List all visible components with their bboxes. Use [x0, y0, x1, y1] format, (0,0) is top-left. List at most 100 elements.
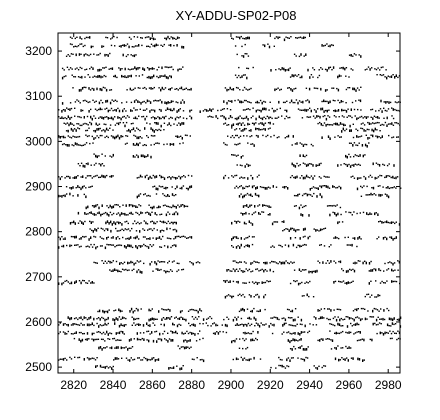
data-point [159, 338, 161, 340]
data-point [256, 282, 259, 285]
data-point [338, 280, 340, 283]
data-point [245, 115, 248, 119]
data-point [185, 87, 187, 89]
data-point [357, 108, 359, 111]
data-point [253, 316, 255, 320]
data-point [163, 88, 165, 91]
data-point [83, 86, 85, 88]
data-point [82, 45, 84, 48]
data-point [192, 332, 194, 335]
data-point [345, 102, 347, 104]
data-point [327, 135, 330, 138]
data-point [394, 269, 396, 271]
data-point [130, 68, 133, 70]
data-point [226, 316, 228, 318]
data-point [191, 358, 194, 360]
data-point [184, 236, 186, 238]
data-point [73, 46, 75, 48]
data-point [267, 134, 269, 137]
data-point [254, 192, 257, 196]
data-point [58, 282, 60, 285]
data-point [259, 213, 261, 215]
data-point [281, 333, 283, 335]
data-point [317, 76, 319, 79]
data-point [256, 310, 258, 312]
data-point [70, 317, 73, 320]
data-point [106, 99, 109, 103]
data-point [239, 338, 241, 340]
data-point [196, 318, 198, 320]
data-point [382, 333, 385, 336]
data-point [360, 86, 362, 88]
data-point [237, 280, 239, 284]
data-point [253, 144, 255, 147]
data-point [332, 44, 334, 47]
data-point [150, 228, 152, 230]
data-point [373, 193, 375, 195]
data-point [317, 108, 319, 110]
data-point [388, 101, 390, 104]
data-point [131, 129, 133, 131]
data-point [80, 245, 82, 248]
data-point [359, 164, 361, 166]
data-point [114, 124, 117, 126]
data-point [199, 330, 201, 332]
data-point [294, 237, 297, 239]
data-point [338, 237, 340, 240]
data-point [335, 347, 337, 350]
data-point [351, 164, 353, 166]
data-row [89, 227, 327, 233]
data-point [178, 117, 180, 119]
data-point [355, 100, 357, 102]
data-point [284, 69, 287, 72]
data-point [65, 75, 67, 77]
data-point [270, 246, 272, 248]
data-point [189, 185, 191, 189]
data-point [135, 307, 138, 310]
data-point [312, 324, 314, 326]
data-point [77, 123, 80, 125]
data-point [101, 76, 104, 78]
data-point [352, 237, 354, 239]
data-point [251, 243, 254, 246]
data-point [253, 236, 255, 238]
data-point [240, 123, 243, 126]
data-point [58, 194, 60, 198]
data-point [286, 365, 288, 367]
data-point [125, 346, 127, 348]
data-point [336, 122, 338, 126]
data-point [209, 108, 211, 111]
data-point [86, 54, 89, 56]
data-point [151, 245, 153, 248]
data-point [146, 238, 148, 240]
data-point [268, 109, 270, 111]
data-point [350, 142, 352, 144]
data-point [121, 316, 124, 320]
data-point [173, 331, 175, 334]
data-point [289, 340, 291, 344]
data-point [152, 116, 154, 118]
data-point [101, 316, 103, 319]
data-point [160, 323, 162, 326]
data-point [178, 68, 181, 70]
data-point [242, 55, 245, 58]
data-point [377, 163, 379, 166]
data-point [121, 357, 123, 359]
data-point [347, 87, 349, 89]
data-point [387, 75, 389, 77]
data-point [243, 124, 246, 126]
data-point [320, 338, 322, 340]
data-point [141, 245, 143, 247]
data-point [308, 116, 310, 118]
data-point [74, 142, 77, 145]
data-point [243, 187, 246, 189]
data-point [89, 89, 92, 91]
data-point [251, 338, 254, 342]
data-point [74, 356, 76, 358]
data-point [112, 338, 114, 340]
data-point [64, 136, 66, 139]
data-point [138, 261, 140, 263]
data-point [327, 123, 329, 126]
data-point [149, 110, 151, 113]
data-point [173, 324, 175, 326]
